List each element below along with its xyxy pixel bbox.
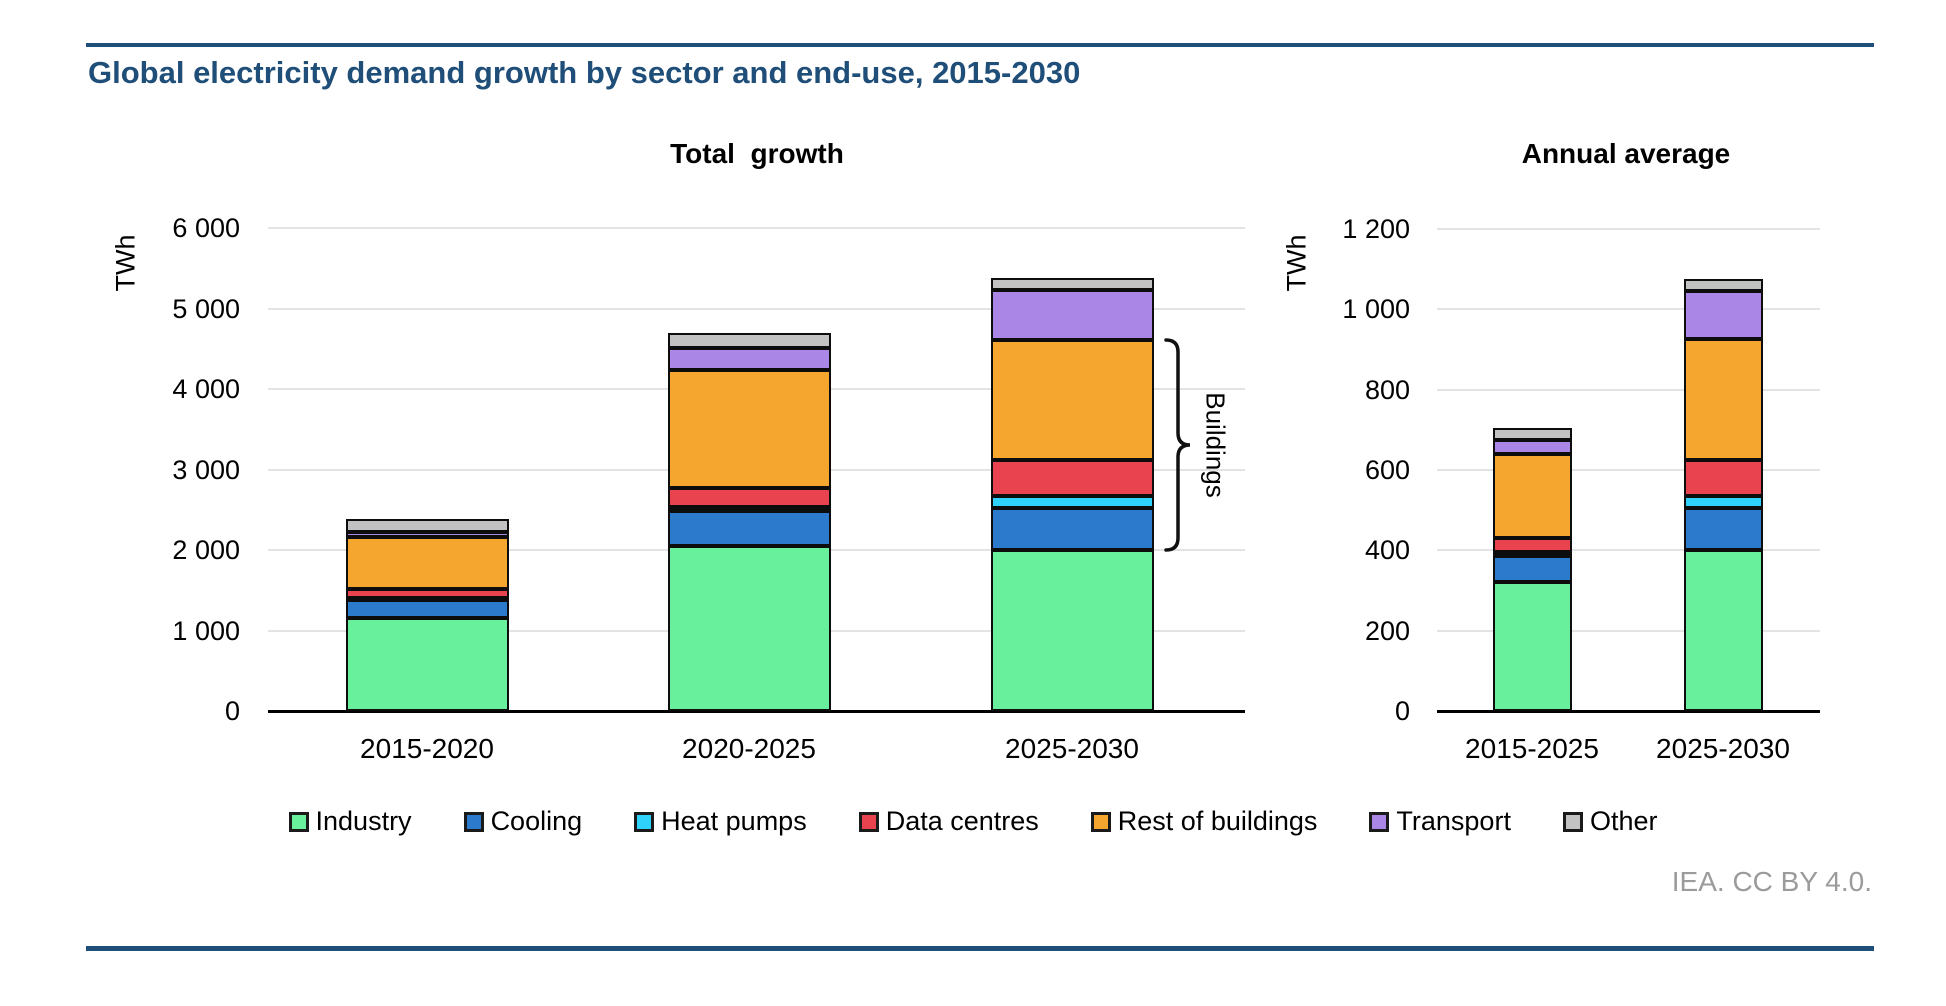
- y-tick-label: 1 000: [1342, 294, 1410, 325]
- bar-segment-cooling: [1492, 556, 1572, 582]
- gridline: [1437, 228, 1820, 230]
- y-tick-label: 800: [1364, 374, 1410, 405]
- y-tick-label: 1 000: [172, 615, 240, 646]
- legend-item: Heat pumps: [634, 806, 807, 837]
- legend-item: Industry: [288, 806, 412, 837]
- bar-segment-cooling: [1683, 508, 1763, 550]
- legend-swatch-industry: [288, 811, 309, 832]
- bar-segment-cooling: [990, 508, 1154, 550]
- legend-item: Rest of buildings: [1090, 806, 1318, 837]
- bar-segment-heat-pumps: [1492, 552, 1572, 556]
- chart-title-annual-average: Annual average: [1521, 138, 1731, 169]
- bar-segment-industry: [1683, 550, 1763, 711]
- legend-item: Transport: [1369, 806, 1511, 837]
- bar-segment-rest-of-buildings: [667, 370, 831, 488]
- legend-label: Transport: [1396, 806, 1511, 836]
- gridline: [1437, 469, 1820, 471]
- chart-title-total-growth: Total growth: [670, 138, 844, 169]
- legend-item: Cooling: [463, 806, 583, 837]
- y-tick-label: 6 000: [172, 213, 240, 243]
- bar-segment-data-centres: [1492, 538, 1572, 552]
- y-tick-label: 1 200: [1342, 214, 1410, 244]
- bar-segment-rest-of-buildings: [990, 340, 1154, 460]
- bottom-divider: [86, 946, 1874, 951]
- bar-segment-other: [345, 519, 509, 532]
- bar-segment-other: [667, 333, 831, 348]
- legend-swatch-cooling: [463, 811, 484, 832]
- attribution: IEA. CC BY 4.0.: [1671, 866, 1872, 897]
- buildings-label: Buildings: [1200, 392, 1230, 498]
- y-tick-label: 0: [224, 696, 240, 726]
- y-tick-label: 200: [1364, 615, 1410, 646]
- bar-segment-cooling: [667, 511, 831, 546]
- legend-label: Heat pumps: [661, 806, 807, 836]
- y-tick-label: 600: [1364, 455, 1410, 485]
- legend-label: Industry: [315, 806, 412, 836]
- bar-segment-transport: [345, 532, 509, 537]
- y-tick-label: 4 000: [172, 374, 240, 404]
- x-tick-label: 2015-2020: [360, 733, 494, 764]
- legend-swatch-rest-of-buildings: [1090, 811, 1111, 832]
- legend: Industry Cooling Heat pumps Data centres Res…: [0, 806, 1946, 837]
- bar-segment-industry: [345, 618, 509, 711]
- legend-label: Data centres: [885, 806, 1039, 836]
- y-tick-label: 5 000: [172, 293, 240, 324]
- bar-segment-heat-pumps: [345, 598, 509, 602]
- bar-segment-other: [990, 278, 1154, 290]
- bar-segment-other: [1683, 279, 1763, 291]
- x-axis-line: [1437, 710, 1820, 713]
- bar-segment-rest-of-buildings: [345, 537, 509, 589]
- y-tick-label: 0: [1394, 696, 1410, 726]
- y-tick-label: 2 000: [172, 535, 240, 565]
- bar-segment-heat-pumps: [667, 507, 831, 511]
- bar-segment-transport: [1683, 291, 1763, 339]
- y-tick-label: 400: [1364, 535, 1410, 566]
- top-divider: [86, 43, 1874, 47]
- legend-item: Data centres: [858, 806, 1039, 837]
- bar-segment-rest-of-buildings: [1492, 454, 1572, 538]
- bar-segment-transport: [990, 290, 1154, 340]
- bar-segment-transport: [1492, 440, 1572, 454]
- gridline: [1437, 308, 1820, 311]
- legend-item: Other: [1562, 806, 1658, 837]
- legend-swatch-transport: [1369, 811, 1390, 832]
- gridline: [1437, 629, 1820, 632]
- gridline: [268, 227, 1245, 229]
- legend-swatch-heat-pumps: [634, 811, 655, 832]
- bar-segment-rest-of-buildings: [1683, 339, 1763, 460]
- bar-segment-data-centres: [667, 488, 831, 507]
- bar-segment-industry: [1492, 582, 1572, 711]
- x-tick-label: 2025-2030: [1005, 733, 1139, 764]
- legend-swatch-other: [1562, 811, 1583, 832]
- bar-segment-transport: [667, 348, 831, 370]
- bar-segment-data-centres: [1683, 460, 1763, 496]
- buildings-brace: [1163, 338, 1190, 552]
- x-tick-label: 2020-2025: [682, 733, 816, 764]
- bar-segment-cooling: [345, 600, 509, 618]
- x-tick-label: 2015-2025: [1465, 733, 1599, 764]
- bar-segment-industry: [667, 546, 831, 711]
- bar-segment-heat-pumps: [990, 496, 1154, 508]
- legend-label: Cooling: [490, 806, 583, 836]
- x-tick-label: 2025-2030: [1656, 733, 1790, 764]
- legend-swatch-data-centres: [858, 811, 879, 832]
- gridline: [1437, 388, 1820, 391]
- gridline: [268, 307, 1245, 310]
- bar-segment-data-centres: [990, 460, 1154, 496]
- gridline: [1437, 549, 1820, 552]
- bar-segment-heat-pumps: [1683, 496, 1763, 508]
- y-tick-label: 3 000: [172, 454, 240, 485]
- x-axis-line: [268, 710, 1245, 713]
- legend-label: Rest of buildings: [1117, 806, 1318, 836]
- bar-segment-industry: [990, 550, 1154, 711]
- bar-segment-other: [1492, 428, 1572, 440]
- legend-label: Other: [1589, 806, 1658, 836]
- page-title: Global electricity demand growth by sect…: [88, 55, 1081, 90]
- bar-segment-data-centres: [345, 589, 509, 598]
